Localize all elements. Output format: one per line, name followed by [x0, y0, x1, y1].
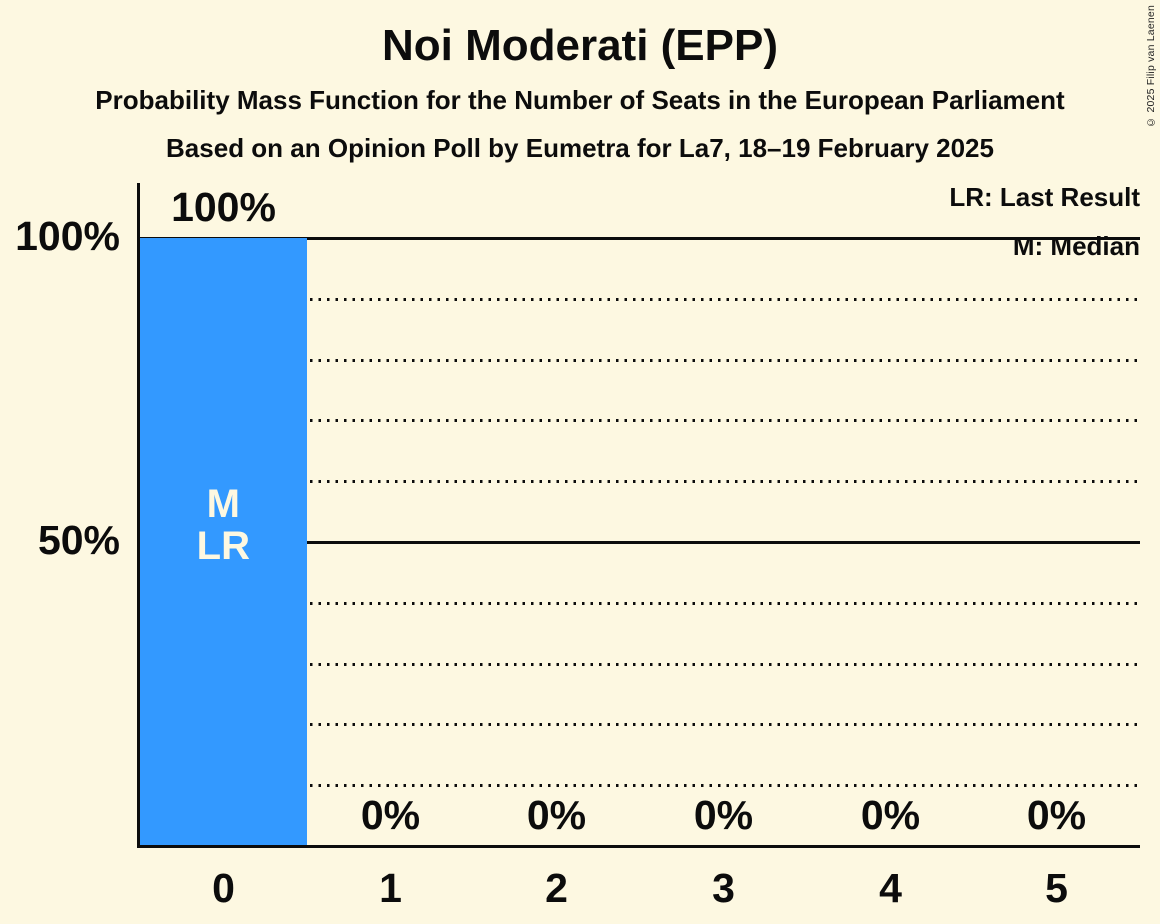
x-axis-label-0: 0 — [212, 865, 235, 911]
value-label-seats-1: 0% — [360, 792, 421, 838]
value-label-seats-4: 0% — [860, 792, 921, 838]
x-axis-label-1: 1 — [379, 865, 402, 911]
probability-bar: M LR — [140, 238, 307, 845]
y-axis-tick-100: 100% — [15, 213, 120, 259]
median-marker: M — [206, 482, 240, 526]
gridline-90pct — [140, 298, 1140, 301]
gridline-100pct — [140, 236, 1140, 240]
value-label-seats-3: 0% — [693, 792, 754, 838]
value-label-seats-0: 100% — [171, 184, 276, 230]
y-axis-tick-50: 50% — [37, 517, 120, 563]
gridline-80pct — [140, 359, 1140, 362]
x-axis-label-4: 4 — [879, 865, 902, 911]
chart-title: Noi Moderati (EPP) — [381, 21, 779, 70]
gridline-20pct — [140, 723, 1140, 726]
gridline-60pct — [140, 480, 1140, 483]
value-label-seats-5: 0% — [1026, 792, 1087, 838]
x-axis-label-5: 5 — [1045, 865, 1068, 911]
x-axis-line — [137, 845, 1140, 848]
gridline-30pct — [140, 663, 1140, 666]
legend-median: M: Median — [1012, 231, 1140, 261]
last-result-marker: LR — [196, 524, 250, 568]
gridline-70pct — [140, 419, 1140, 422]
y-axis-line — [137, 183, 140, 848]
x-axis-label-3: 3 — [712, 865, 735, 911]
chart-subtitle-pmf: Probability Mass Function for the Number… — [95, 85, 1065, 115]
x-axis-label-2: 2 — [545, 865, 568, 911]
plot-area: M LR — [140, 236, 1140, 846]
value-label-seats-2: 0% — [526, 792, 587, 838]
gridline-50pct — [140, 540, 1140, 544]
gridline-40pct — [140, 602, 1140, 605]
chart-subtitle-poll-source: Based on an Opinion Poll by Eumetra for … — [166, 133, 994, 163]
bar-median-lastresult-marker: M LR — [140, 483, 307, 567]
gridline-10pct — [140, 784, 1140, 787]
legend-last-result: LR: Last Result — [949, 182, 1140, 212]
